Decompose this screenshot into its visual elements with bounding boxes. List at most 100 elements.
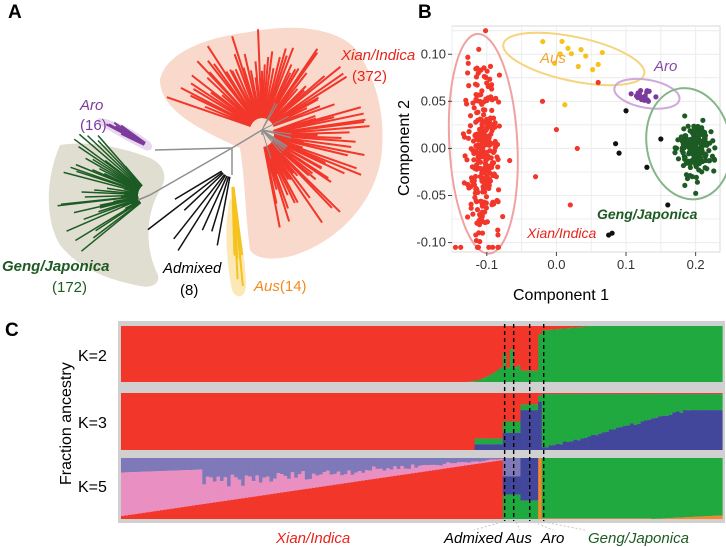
xian-branch	[273, 136, 365, 156]
ancestry-bar-segment	[326, 458, 331, 471]
ancestry-bar-segment	[453, 463, 458, 468]
ancestry-bar-segment	[700, 410, 705, 450]
ancestry-bar-segment	[714, 515, 720, 519]
ancestry-bar-segment	[623, 458, 628, 519]
admixed-branch	[216, 176, 231, 246]
xian-indica-point	[496, 123, 502, 129]
ancestry-bar-segment	[124, 515, 129, 519]
ancestry-bar-segment	[676, 411, 681, 450]
ancestry-bar-segment	[357, 326, 362, 382]
ancestry-bar-segment	[280, 474, 285, 493]
ancestry-bar-segment	[524, 326, 529, 371]
ancestry-bar-segment	[683, 393, 688, 395]
aus-ellipse	[502, 31, 646, 87]
ancestry-bar-segment	[577, 393, 582, 395]
ancestry-bar-segment	[181, 326, 186, 382]
ancestry-bar-segment	[474, 463, 479, 519]
ancestry-bar-segment	[577, 327, 582, 382]
x-tick-label: 0.0	[547, 257, 565, 272]
ancestry-bar-segment	[311, 326, 317, 382]
ancestry-bar-segment	[372, 393, 377, 450]
ancestry-bar-segment	[326, 393, 331, 450]
ancestry-bar-segment	[166, 326, 172, 382]
ancestry-bar-segment	[559, 458, 564, 519]
ancestry-bar-segment	[152, 471, 157, 512]
xian-branch	[257, 29, 263, 119]
ancestry-bar-segment	[400, 326, 405, 382]
admixed-branch	[173, 173, 226, 240]
geng-branch	[60, 195, 139, 205]
label-connectors	[473, 521, 586, 531]
ancestry-bar-segment	[361, 458, 366, 473]
ancestry-bar-segment	[439, 393, 444, 450]
ancestry-bar-segment	[435, 326, 440, 382]
ancestry-bar-segment	[248, 458, 253, 477]
ancestry-bar-segment	[308, 458, 313, 479]
ancestry-bar-segment	[131, 458, 136, 473]
ancestry-bar-segment	[195, 458, 200, 470]
ancestry-bar-segment	[478, 379, 483, 382]
ancestry-bar-segment	[347, 458, 352, 471]
ancestry-bar-segment	[485, 326, 490, 377]
ancestry-bar-segment	[428, 393, 433, 450]
ancestry-bar-segment	[255, 458, 260, 476]
ancestry-bar-segment	[237, 479, 242, 499]
ancestry-bar-segment	[676, 517, 681, 519]
ancestry-bar-segment	[644, 394, 649, 421]
ancestry-bar-segment	[340, 393, 345, 450]
ancestry-bar-segment	[704, 516, 709, 519]
ancestry-bar-segment	[135, 513, 140, 519]
connector-admixed	[473, 521, 503, 531]
ancestry-bar-segment	[485, 460, 490, 463]
ancestry-bar-segment	[499, 459, 504, 461]
ancestry-bar-segment	[234, 477, 239, 500]
ancestry-bar-segment	[364, 393, 370, 450]
xian-branch	[264, 146, 278, 190]
ancestry-bar-segment	[661, 393, 667, 395]
ancestry-bar-segment	[326, 470, 331, 486]
ancestry-bar-segment	[318, 458, 324, 475]
ancestry-bar-segment	[202, 484, 207, 504]
geng-japonica-point	[710, 138, 716, 144]
ancestry-bar-segment	[280, 326, 285, 382]
ancestry-bar-segment	[516, 494, 522, 519]
ancestry-bar-segment	[357, 481, 362, 519]
ancestry-bar-segment	[488, 461, 493, 519]
ancestry-bar-segment	[241, 485, 246, 499]
ancestry-bar-segment	[311, 487, 317, 519]
ancestry-bar-segment	[174, 458, 179, 471]
ancestry-bar-segment	[227, 486, 232, 501]
xian-branch	[254, 61, 262, 119]
ancestry-bar-segment	[587, 436, 592, 450]
ancestry-bar-segment	[149, 511, 154, 519]
ancestry-bar-segment	[580, 394, 585, 439]
admixture-row-k2	[121, 326, 723, 382]
ancestry-bar-segment	[230, 393, 235, 450]
ancestry-bar-segment	[569, 441, 575, 450]
ancestry-bar-segment	[223, 458, 228, 478]
ancestry-bar-segment	[149, 393, 154, 450]
ancestry-bar-segment	[301, 471, 306, 490]
ancestry-bar-segment	[559, 444, 564, 450]
xian-indica-point	[487, 148, 493, 154]
ancestry-bar-segment	[704, 410, 709, 450]
ancestry-bar-segment	[704, 394, 709, 411]
ancestry-bar-segment	[326, 326, 331, 382]
ancestry-bar-segment	[368, 458, 373, 471]
ancestry-bar-segment	[255, 393, 260, 450]
ancestry-bar-segment	[573, 326, 578, 328]
ancestry-bar-segment	[577, 326, 582, 328]
ancestry-bar-segment	[294, 326, 299, 382]
ancestry-bar-segment	[251, 326, 256, 382]
ancestry-bar-segment	[248, 393, 253, 450]
xian-ellipse	[447, 32, 519, 255]
ancestry-bar-segment	[318, 474, 324, 487]
aus-branch	[231, 186, 236, 256]
geng-japonica-point	[696, 167, 702, 173]
ancestry-bar-segment	[265, 476, 271, 495]
xian-indica-point	[486, 166, 492, 172]
ancestry-bar-segment	[248, 476, 253, 498]
ancestry-bar-segment	[552, 393, 557, 395]
ancestry-bar-segment	[205, 393, 210, 450]
ancestry-bar-segment	[478, 444, 483, 450]
